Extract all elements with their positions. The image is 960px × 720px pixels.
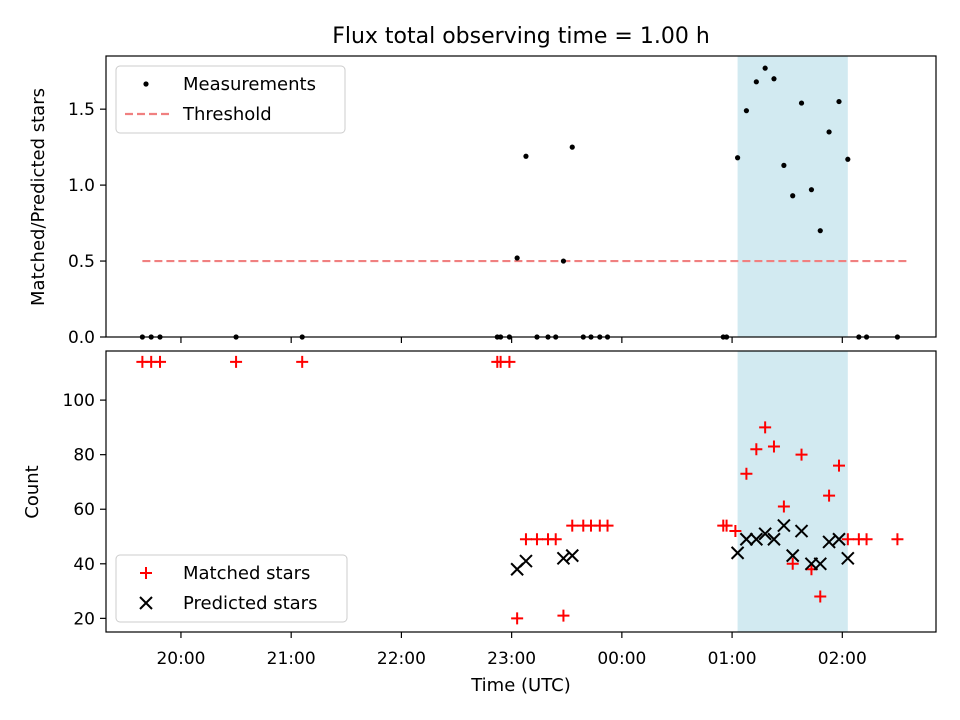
matched-star-point xyxy=(230,355,243,368)
matched-star-point xyxy=(557,609,570,622)
count-xtick-label: 22:00 xyxy=(377,649,426,669)
matched-star-point xyxy=(296,355,309,368)
matched-star-point xyxy=(549,533,562,546)
measurement-point xyxy=(523,153,529,159)
legend-matched-label: Matched stars xyxy=(183,563,310,584)
matched-star-point xyxy=(841,533,854,546)
count-xtick-label: 01:00 xyxy=(708,649,757,669)
predicted-star-point xyxy=(785,548,800,563)
matched-star-point xyxy=(759,421,772,434)
count-legend-box xyxy=(115,554,348,623)
matched-star-point xyxy=(729,525,742,538)
matched-star-point xyxy=(601,519,614,532)
measurement-point xyxy=(781,162,787,168)
measurement-point xyxy=(743,108,750,114)
matched-star-point xyxy=(814,590,827,603)
measurement-point xyxy=(771,76,777,82)
matched-star-point xyxy=(720,519,733,532)
measurement-point xyxy=(762,65,768,71)
count-xtick-label: 23:00 xyxy=(487,649,536,669)
predicted-star-point xyxy=(777,518,791,533)
predicted-star-point xyxy=(519,554,533,568)
matched-star-point xyxy=(530,533,543,546)
predicted-star-point xyxy=(565,548,579,563)
matched-star-point xyxy=(795,448,808,461)
measurement-point xyxy=(790,193,796,199)
ratio-panel: 0.0 0.5 1.0 1.5 Matched/Predicted stars Mea… xyxy=(28,55,937,348)
count-ytick-label: 80 xyxy=(73,446,95,466)
predicted-star-point xyxy=(822,535,836,549)
measurement-point xyxy=(826,129,832,135)
matched-star-point xyxy=(833,459,846,472)
matched-star-point xyxy=(154,355,167,368)
ratio-ytick-label: 0.5 xyxy=(68,252,95,272)
count-xtick-label: 20:00 xyxy=(156,649,205,669)
predicted-star-point xyxy=(556,551,571,566)
measurement-point xyxy=(836,98,842,105)
figure-title: Flux total observing time = 1.00 h xyxy=(332,24,710,49)
matched-star-point xyxy=(503,355,516,368)
matched-star-point xyxy=(511,612,524,625)
measurement-point xyxy=(753,79,759,85)
ratio-ytick-label: 1.0 xyxy=(68,176,95,196)
predicted-star-point xyxy=(794,524,809,538)
count-xtick-label: 00:00 xyxy=(597,649,646,669)
matched-star-point xyxy=(777,500,790,513)
measurement-point xyxy=(817,228,823,234)
count-legend: Matched stars Predicted stars xyxy=(115,554,348,623)
count-xtick-label: 21:00 xyxy=(267,649,316,669)
legend-measurements-marker xyxy=(143,81,149,87)
count-shaded-window xyxy=(737,351,848,632)
measurement-point xyxy=(734,155,741,161)
count-ytick-label: 60 xyxy=(73,500,95,520)
measurement-point xyxy=(569,144,575,150)
matched-star-point xyxy=(566,519,579,532)
predicted-star-point xyxy=(841,551,855,566)
legend-predicted-marker xyxy=(139,596,153,610)
matched-star-point xyxy=(750,443,763,456)
count-panel-frame xyxy=(105,350,937,633)
matched-star-point xyxy=(767,440,780,453)
matched-star-point xyxy=(823,489,836,502)
measurement-point xyxy=(808,187,815,193)
legend-predicted-label: Predicted stars xyxy=(183,593,317,614)
legend-threshold-label: Threshold xyxy=(182,104,272,125)
predicted-star-point xyxy=(813,557,827,571)
count-panel-xlabel: Time (UTC) xyxy=(470,675,571,696)
matched-star-point xyxy=(786,557,799,570)
count-panel-ylabel: Count xyxy=(22,465,43,518)
ratio-ytick-label: 1.5 xyxy=(68,100,95,120)
matched-star-point xyxy=(891,533,904,546)
matched-star-point xyxy=(740,467,753,480)
ratio-ytick-label: 0.0 xyxy=(68,328,95,348)
measurement-point xyxy=(560,258,567,264)
legend-matched-marker xyxy=(140,567,152,579)
matched-star-point xyxy=(860,533,873,546)
count-ytick-label: 100 xyxy=(63,391,95,411)
predicted-star-point xyxy=(739,532,754,546)
predicted-star-point xyxy=(749,532,764,546)
ratio-panel-ylabel: Matched/Predicted stars xyxy=(28,88,49,306)
count-ytick-label: 20 xyxy=(73,609,95,629)
predicted-star-point xyxy=(767,532,781,546)
predicted-star-point xyxy=(758,527,772,541)
predicted-star-point xyxy=(730,546,745,560)
measurement-point xyxy=(798,100,805,106)
predicted-star-point xyxy=(832,532,846,546)
ratio-legend: Measurements Threshold xyxy=(115,65,346,134)
measurement-point xyxy=(514,255,520,261)
count-panel: 20 40 60 80 100 20:00 21:00 22:00 23:00 00:00 01:… xyxy=(22,350,937,696)
ratio-legend-box xyxy=(115,65,346,134)
measurement-point xyxy=(845,156,851,162)
count-xtick-label: 02:00 xyxy=(818,649,867,669)
ratio-panel-frame xyxy=(105,55,937,338)
legend-measurements-label: Measurements xyxy=(183,74,316,95)
matched-star-point xyxy=(519,533,532,546)
count-ytick-label: 40 xyxy=(73,555,95,575)
